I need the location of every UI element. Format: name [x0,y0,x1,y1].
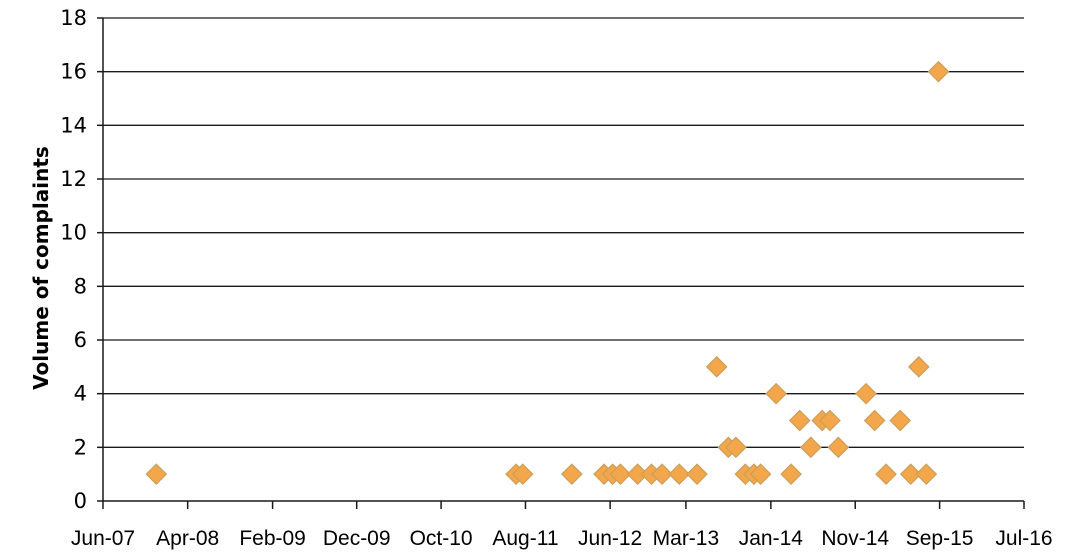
y-tick-label: 2 [74,435,87,459]
y-axis-label: Volume of complaints [29,146,53,390]
data-point [863,409,886,432]
data-point [855,382,877,405]
data-point [799,436,822,459]
y-tick-label: 12 [60,167,87,191]
data-point [560,463,583,486]
y-tick-label: 8 [74,274,87,298]
data-point [668,463,691,486]
x-tick-label: Aug-11 [492,527,558,550]
y-tick-label: 0 [74,489,87,513]
data-point [725,436,747,459]
y-tick-label: 6 [74,328,87,352]
y-tick-label: 18 [60,6,87,30]
y-tick-label: 10 [60,221,87,245]
data-points [145,60,950,486]
x-tick-label: Sep-15 [906,527,974,550]
y-tick-label: 14 [60,113,87,137]
data-point [819,409,841,432]
data-point [780,463,802,486]
y-tick-label: 4 [74,382,87,406]
x-tick-label: Mar-13 [653,527,720,550]
data-point [651,463,673,486]
data-point [927,60,950,83]
data-point [705,355,728,378]
axes [97,17,1025,509]
y-tick-labels: 0 2 4 6 8 10 12 14 16 18 [60,6,87,513]
data-point [827,436,850,459]
x-tick-label: Jun-12 [578,527,642,550]
data-point [609,463,632,486]
x-tick-label: Dec-09 [323,527,391,550]
data-point [765,382,787,405]
y-tick-label: 16 [60,60,87,84]
data-point [788,409,811,432]
data-point [511,463,534,486]
x-tick-label: Jul-16 [995,527,1052,550]
data-point [749,463,772,486]
data-point [686,463,708,486]
x-tick-labels: Jun-07 Apr-08 Feb-09 Dec-09 Oct-10 Aug-11 Jun-… [71,527,1053,550]
data-point [907,355,930,378]
x-tick-label: Jan-14 [739,527,804,550]
x-tick-label: Apr-08 [156,527,219,550]
data-point [915,463,938,486]
data-point [889,409,912,432]
gridlines [103,17,1024,448]
data-point [145,463,168,486]
x-tick-label: Oct-10 [410,527,473,550]
x-tick-label: Jun-07 [71,527,135,550]
x-tick-label: Nov-14 [821,527,889,550]
data-point [899,463,922,486]
x-tick-label: Feb-09 [239,527,306,550]
data-point [875,463,897,486]
